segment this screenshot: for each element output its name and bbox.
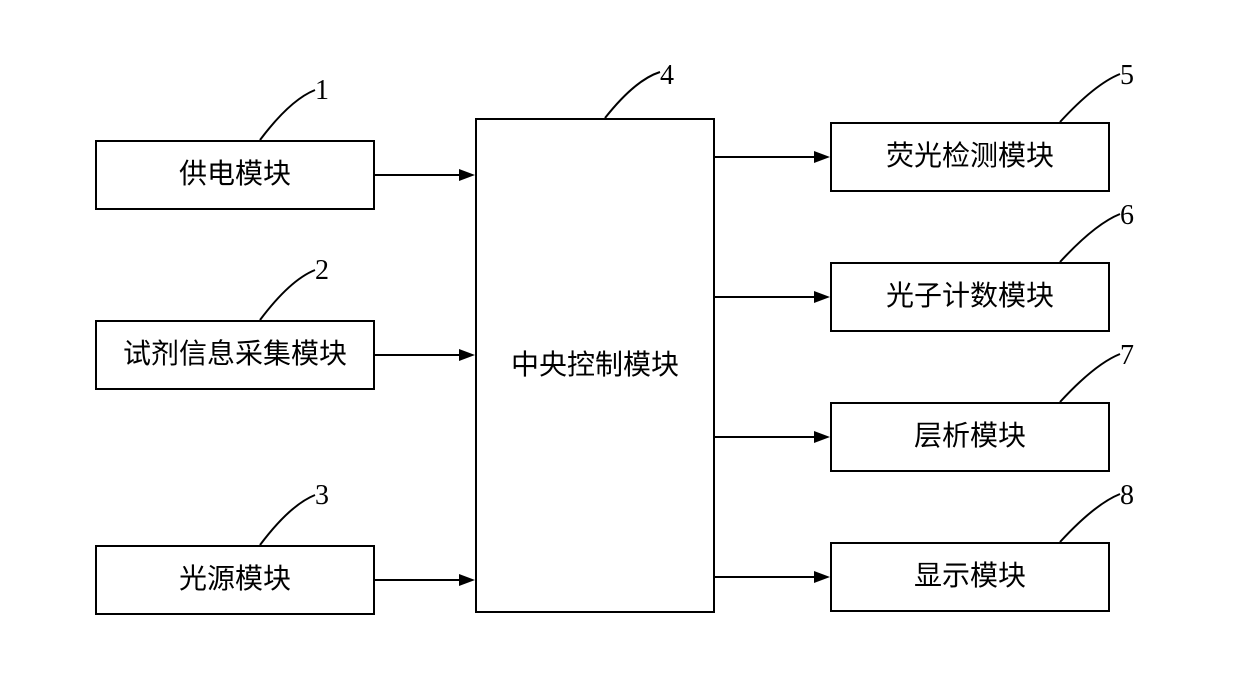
node-number-8: 8 (1120, 480, 1134, 512)
node-label: 试剂信息采集模块 (123, 338, 347, 372)
node-label: 光源模块 (179, 563, 291, 597)
node-number-2: 2 (315, 255, 329, 287)
node-number-3: 3 (315, 480, 329, 512)
diagram-canvas: 供电模块 试剂信息采集模块 光源模块 中央控制模块 荧光检测模块 光子计数模块 … (0, 0, 1240, 700)
node-number-6: 6 (1120, 200, 1134, 232)
node-chromatography: 层析模块 (830, 402, 1110, 472)
node-number-7: 7 (1120, 340, 1134, 372)
node-light-source: 光源模块 (95, 545, 375, 615)
node-label: 中央控制模块 (511, 349, 679, 383)
node-number-5: 5 (1120, 60, 1134, 92)
node-central-control: 中央控制模块 (475, 118, 715, 613)
node-label: 供电模块 (179, 158, 291, 192)
node-label: 显示模块 (914, 560, 1026, 594)
node-number-4: 4 (660, 60, 674, 92)
node-label: 荧光检测模块 (886, 140, 1054, 174)
node-reagent-info: 试剂信息采集模块 (95, 320, 375, 390)
node-display: 显示模块 (830, 542, 1110, 612)
node-label: 光子计数模块 (886, 280, 1054, 314)
node-photon-count: 光子计数模块 (830, 262, 1110, 332)
node-label: 层析模块 (914, 420, 1026, 454)
node-fluorescence: 荧光检测模块 (830, 122, 1110, 192)
node-power-supply: 供电模块 (95, 140, 375, 210)
node-number-1: 1 (315, 75, 329, 107)
